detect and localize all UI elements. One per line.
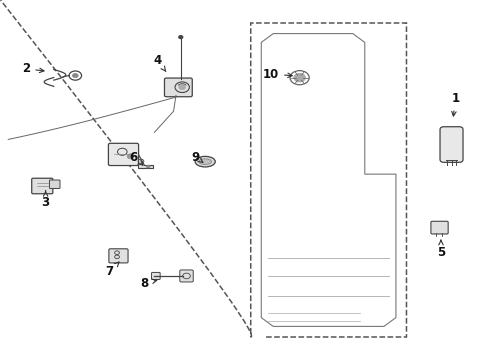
- Circle shape: [293, 73, 305, 82]
- Ellipse shape: [195, 156, 215, 167]
- PathPatch shape: [137, 154, 153, 168]
- Text: 9: 9: [191, 150, 203, 163]
- Circle shape: [179, 36, 183, 39]
- Circle shape: [146, 165, 150, 168]
- Text: 3: 3: [41, 191, 50, 210]
- Text: 7: 7: [105, 262, 119, 278]
- FancyBboxPatch shape: [164, 78, 192, 97]
- Text: 2: 2: [22, 62, 44, 75]
- FancyBboxPatch shape: [151, 273, 160, 279]
- FancyBboxPatch shape: [180, 270, 193, 282]
- Circle shape: [127, 154, 134, 159]
- Text: 6: 6: [129, 150, 142, 165]
- FancyBboxPatch shape: [32, 178, 53, 194]
- Text: 1: 1: [450, 93, 459, 116]
- FancyBboxPatch shape: [430, 221, 447, 234]
- Text: 4: 4: [153, 54, 165, 72]
- Circle shape: [179, 85, 185, 90]
- FancyBboxPatch shape: [49, 180, 60, 189]
- Circle shape: [72, 73, 78, 78]
- Text: 5: 5: [436, 240, 444, 259]
- FancyBboxPatch shape: [439, 127, 462, 162]
- FancyBboxPatch shape: [109, 249, 128, 263]
- Text: 10: 10: [262, 68, 292, 81]
- Text: 8: 8: [140, 276, 156, 289]
- Ellipse shape: [199, 159, 211, 165]
- FancyBboxPatch shape: [108, 143, 138, 166]
